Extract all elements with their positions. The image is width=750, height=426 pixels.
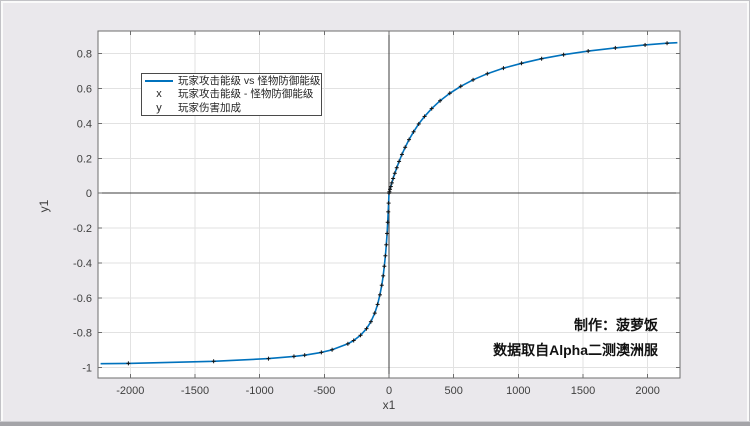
svg-text:1500: 1500: [571, 385, 595, 397]
source-annotation: 数据取自Alpha二测澳洲服: [493, 342, 658, 358]
axis-labels: x1 y1: [37, 199, 396, 412]
legend-swatch: [142, 80, 176, 82]
svg-text:0: 0: [86, 188, 92, 200]
data-point-markers: [126, 41, 670, 366]
svg-text:-0.4: -0.4: [73, 258, 92, 270]
legend-item-x: x 玩家攻击能级 - 怪物防御能级: [142, 88, 321, 101]
svg-text:0.8: 0.8: [77, 49, 92, 61]
legend-key-y: y: [156, 101, 162, 114]
legend-label: 玩家攻击能级 vs 怪物防御能级: [178, 74, 321, 87]
legend-swatch: x: [142, 89, 176, 100]
svg-text:500: 500: [444, 385, 462, 397]
svg-text:-500: -500: [313, 385, 335, 397]
svg-text:-1500: -1500: [181, 385, 209, 397]
svg-text:0.2: 0.2: [77, 153, 92, 165]
svg-text:2000: 2000: [635, 385, 659, 397]
window-bottom-edge: [0, 421, 750, 426]
legend: 玩家攻击能级 vs 怪物防御能级 x 玩家攻击能级 - 怪物防御能级 y 玩家伤…: [141, 73, 322, 116]
svg-text:-1: -1: [82, 363, 92, 375]
svg-text:-0.6: -0.6: [73, 293, 92, 305]
x-axis-label: x1: [383, 398, 396, 412]
legend-item-series: 玩家攻击能级 vs 怪物防御能级: [142, 75, 321, 88]
credit-annotation: 制作：菠萝饭: [574, 317, 658, 333]
svg-text:0.4: 0.4: [77, 118, 92, 130]
legend-key-x: x: [156, 88, 162, 100]
svg-text:-2000: -2000: [116, 385, 144, 397]
legend-item-y: y 玩家伤害加成: [142, 102, 321, 115]
svg-text:-0.8: -0.8: [73, 328, 92, 340]
svg-text:0: 0: [386, 385, 392, 397]
line-sample-icon: [145, 80, 173, 82]
svg-text:-1000: -1000: [246, 385, 274, 397]
legend-label: 玩家攻击能级 - 怪物防御能级: [178, 88, 314, 101]
svg-text:1000: 1000: [506, 385, 530, 397]
svg-text:-0.2: -0.2: [73, 223, 92, 235]
y-axis-label: y1: [37, 199, 51, 212]
tick-marks: [98, 31, 680, 378]
legend-label: 玩家伤害加成: [178, 101, 241, 114]
legend-swatch: y: [142, 101, 176, 114]
svg-text:0.6: 0.6: [77, 84, 92, 96]
tick-labels: -2000 -1500 -1000 -500 0 500 1000 1500 2000 -1 -0.…: [73, 49, 660, 397]
